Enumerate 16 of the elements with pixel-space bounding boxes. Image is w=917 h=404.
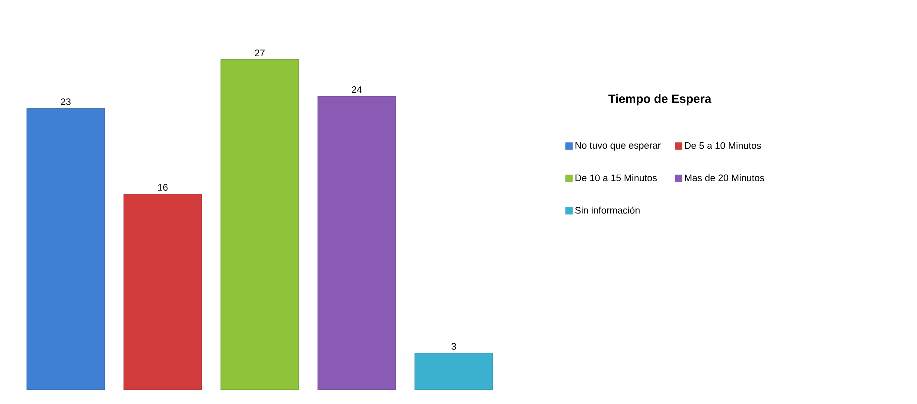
data-label: 27: [255, 50, 265, 56]
data-label: 23: [61, 98, 71, 106]
data-label: 24: [352, 86, 362, 94]
bar: [318, 96, 396, 390]
legend-label: De 10 a 15 Minutos: [576, 174, 658, 182]
legend-title: Tiempo de Espera: [608, 94, 712, 106]
bar: [414, 353, 494, 390]
bar: [220, 60, 300, 390]
legend-label: Sin información: [575, 206, 640, 214]
bar: [124, 194, 202, 390]
legend-label: Mas de 20 Minutos: [685, 174, 764, 182]
data-label: 16: [158, 184, 168, 191]
bar: [26, 108, 106, 390]
legend-label: De 5 a 10 Minutos: [685, 142, 762, 150]
legend-label: No tuvo que esperar: [576, 142, 661, 151]
data-label: 3: [452, 343, 456, 350]
